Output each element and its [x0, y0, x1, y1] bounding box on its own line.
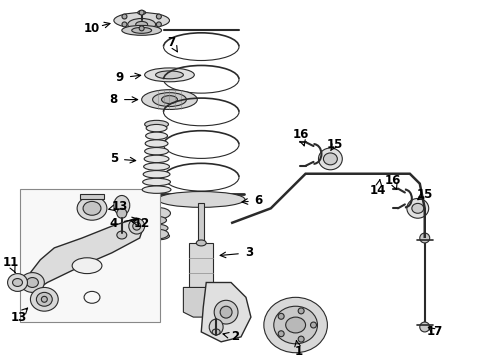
Ellipse shape — [407, 198, 429, 218]
Text: 3: 3 — [245, 246, 253, 259]
Ellipse shape — [77, 197, 107, 220]
Ellipse shape — [278, 331, 284, 337]
Ellipse shape — [122, 14, 127, 19]
Ellipse shape — [162, 96, 177, 104]
Text: 8: 8 — [110, 93, 118, 106]
Ellipse shape — [143, 207, 171, 219]
Text: 14: 14 — [370, 184, 386, 197]
Text: 15: 15 — [327, 138, 343, 150]
Text: 2: 2 — [231, 330, 239, 343]
Polygon shape — [183, 287, 219, 317]
Ellipse shape — [298, 308, 304, 314]
Ellipse shape — [139, 10, 144, 15]
Ellipse shape — [212, 329, 220, 335]
Ellipse shape — [196, 240, 206, 246]
Ellipse shape — [286, 317, 306, 333]
Text: 16: 16 — [293, 128, 309, 141]
Ellipse shape — [36, 292, 52, 306]
Ellipse shape — [138, 10, 146, 14]
Ellipse shape — [152, 93, 186, 107]
Text: 1: 1 — [294, 345, 303, 358]
Ellipse shape — [145, 120, 169, 128]
Ellipse shape — [139, 26, 144, 31]
Bar — [21, 189, 160, 322]
Ellipse shape — [21, 273, 44, 292]
Ellipse shape — [318, 148, 343, 170]
Ellipse shape — [145, 148, 169, 155]
Ellipse shape — [136, 22, 147, 27]
Bar — [198, 203, 204, 243]
Ellipse shape — [214, 300, 238, 324]
Ellipse shape — [298, 336, 304, 342]
Ellipse shape — [30, 287, 58, 311]
Text: 9: 9 — [116, 71, 124, 84]
Ellipse shape — [72, 258, 102, 274]
Polygon shape — [201, 283, 251, 342]
Ellipse shape — [128, 18, 156, 30]
Text: 17: 17 — [427, 325, 443, 338]
Ellipse shape — [145, 224, 168, 232]
Ellipse shape — [145, 140, 168, 147]
Ellipse shape — [420, 233, 430, 243]
Text: 12: 12 — [134, 217, 150, 230]
Ellipse shape — [146, 125, 167, 132]
Ellipse shape — [13, 279, 23, 287]
Ellipse shape — [132, 27, 151, 33]
Ellipse shape — [311, 322, 317, 328]
Ellipse shape — [41, 296, 48, 302]
Ellipse shape — [278, 313, 284, 319]
Text: 15: 15 — [416, 188, 433, 201]
Text: 11: 11 — [2, 256, 19, 269]
Ellipse shape — [209, 319, 223, 335]
Ellipse shape — [144, 232, 170, 240]
Ellipse shape — [144, 163, 170, 170]
Text: 16: 16 — [385, 174, 401, 187]
Ellipse shape — [117, 231, 127, 239]
Text: 10: 10 — [84, 22, 100, 35]
Ellipse shape — [145, 68, 195, 82]
Ellipse shape — [146, 132, 168, 140]
Text: 13: 13 — [10, 311, 26, 324]
Ellipse shape — [7, 274, 27, 291]
Ellipse shape — [143, 171, 170, 178]
Text: 7: 7 — [168, 36, 175, 49]
Ellipse shape — [323, 153, 337, 165]
Ellipse shape — [274, 306, 318, 344]
Ellipse shape — [412, 203, 424, 213]
Ellipse shape — [122, 22, 127, 27]
Text: 13: 13 — [112, 200, 128, 213]
Ellipse shape — [158, 192, 245, 207]
Ellipse shape — [420, 322, 430, 332]
Ellipse shape — [156, 14, 161, 19]
Ellipse shape — [129, 218, 145, 234]
Ellipse shape — [142, 186, 171, 193]
Ellipse shape — [83, 201, 101, 215]
Ellipse shape — [144, 155, 169, 163]
Text: 5: 5 — [110, 152, 118, 165]
Polygon shape — [27, 218, 144, 292]
Ellipse shape — [143, 178, 171, 186]
Ellipse shape — [114, 13, 170, 28]
Ellipse shape — [147, 216, 167, 224]
Ellipse shape — [264, 297, 327, 353]
Ellipse shape — [156, 22, 161, 27]
Ellipse shape — [156, 71, 183, 79]
Ellipse shape — [26, 278, 38, 287]
Ellipse shape — [145, 229, 169, 239]
Bar — [189, 243, 213, 307]
Text: 6: 6 — [255, 194, 263, 207]
Ellipse shape — [133, 222, 141, 230]
Bar — [80, 194, 104, 199]
Ellipse shape — [220, 306, 232, 318]
Ellipse shape — [114, 195, 130, 215]
Ellipse shape — [122, 26, 162, 35]
Ellipse shape — [117, 208, 127, 218]
Text: 4: 4 — [110, 217, 118, 230]
Ellipse shape — [142, 90, 197, 109]
